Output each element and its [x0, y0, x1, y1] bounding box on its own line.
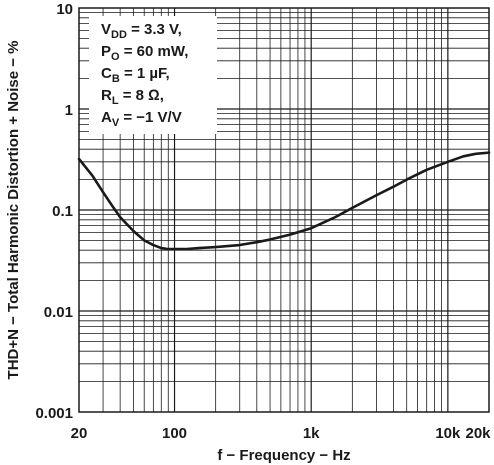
- annotation-symbol: P: [101, 43, 111, 60]
- annotation-symbol: R: [101, 87, 112, 104]
- annotation-value: = 3.3 V,: [127, 21, 182, 38]
- annotation-symbol: V: [101, 21, 111, 38]
- annotation-line: AV = −1 V/V: [101, 109, 182, 129]
- annotation-symbol: C: [101, 65, 112, 82]
- annotation-box: VDD = 3.3 V,PO = 60 mW,CB = 1 µF,RL = 8 …: [89, 16, 217, 134]
- annotation-subscript: O: [111, 51, 120, 63]
- annotation-subscript: V: [112, 117, 120, 129]
- y-tick-label: 0.1: [52, 203, 73, 220]
- annotation-subscript: DD: [111, 29, 127, 41]
- annotation-line: CB = 1 µF,: [101, 65, 170, 85]
- y-tick-label: 0.01: [44, 304, 73, 321]
- annotation-line: VDD = 3.3 V,: [101, 21, 182, 41]
- x-tick-label: 10k: [435, 425, 461, 442]
- x-tick-label: 1k: [303, 425, 320, 442]
- annotation-value: = −1 V/V: [119, 109, 182, 126]
- x-tick-label: 100: [162, 425, 187, 442]
- tick-labels: 20 100 1k 10k 20k 10 1 0.1 0.01 0.001: [35, 1, 491, 442]
- annotation-symbol: A: [101, 109, 112, 126]
- annotation-subscript: L: [112, 95, 119, 107]
- annotation-value: = 1 µF,: [120, 65, 170, 82]
- thd-series-line: [77, 151, 491, 251]
- annotation-line: RL = 8 Ω,: [101, 87, 164, 107]
- plot-frame: [78, 7, 490, 413]
- annotation-background: [89, 16, 217, 134]
- y-axis-title: THD+N − Total Harmonic Distortion + Nois…: [5, 41, 22, 380]
- x-tick-label: 20: [71, 425, 88, 442]
- annotation-line: PO = 60 mW,: [101, 43, 188, 63]
- y-tick-label: 10: [56, 1, 73, 18]
- x-tick-label: 20k: [465, 425, 491, 442]
- annotation-subscript: B: [112, 73, 120, 85]
- y-tick-label: 1: [65, 102, 73, 119]
- y-tick-label: 0.001: [35, 405, 73, 422]
- x-axis-title: f − Frequency − Hz: [217, 447, 350, 464]
- annotation-value: = 8 Ω,: [119, 87, 164, 104]
- annotation-value: = 60 mW,: [120, 43, 189, 60]
